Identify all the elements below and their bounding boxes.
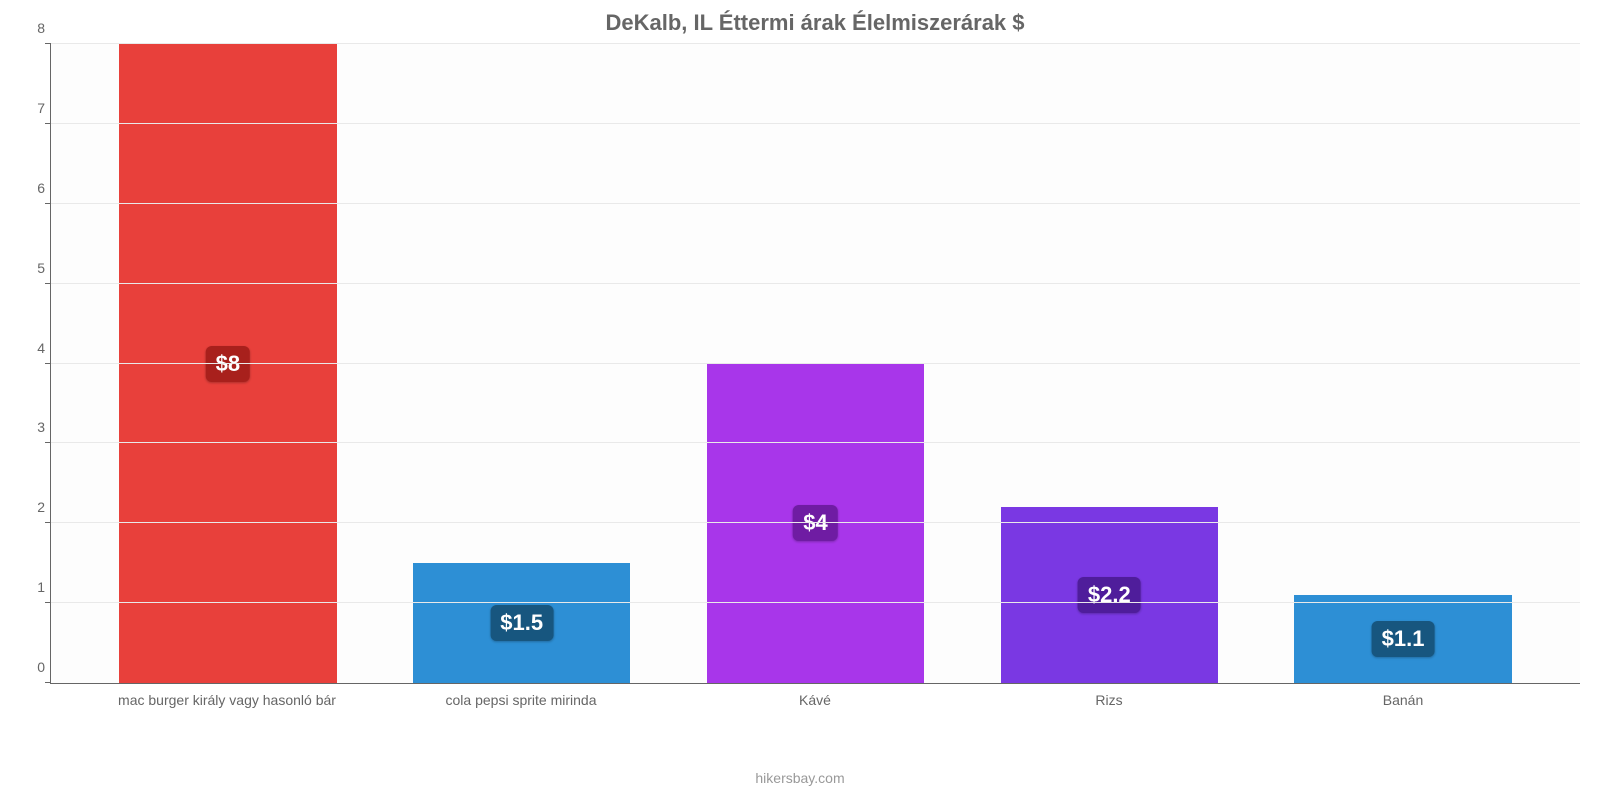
grid-line xyxy=(51,283,1580,284)
y-tick-mark xyxy=(45,682,51,683)
price-bar-chart: DeKalb, IL Éttermi árak Élelmiszerárak $… xyxy=(0,0,1600,800)
x-axis-label: Kávé xyxy=(668,692,962,708)
bar-value-label: $1.1 xyxy=(1372,621,1435,657)
bar: $8 xyxy=(119,44,336,683)
y-tick-label: 3 xyxy=(17,419,45,435)
bar: $4 xyxy=(707,364,924,684)
bar-value-label: $8 xyxy=(206,346,250,382)
bar: $1.1 xyxy=(1294,595,1511,683)
bar-value-label: $2.2 xyxy=(1078,577,1141,613)
y-tick-mark xyxy=(45,602,51,603)
bar: $1.5 xyxy=(413,563,630,683)
bar-slot: $2.2 xyxy=(962,44,1256,683)
y-tick-label: 7 xyxy=(17,100,45,116)
y-tick-label: 0 xyxy=(17,659,45,675)
y-tick-mark xyxy=(45,123,51,124)
bar-slot: $1.5 xyxy=(375,44,669,683)
bar-slot: $8 xyxy=(81,44,375,683)
y-tick-label: 8 xyxy=(17,20,45,36)
y-tick-label: 5 xyxy=(17,260,45,276)
x-axis-labels: mac burger király vagy hasonló bárcola p… xyxy=(50,684,1580,708)
x-axis-label: cola pepsi sprite mirinda xyxy=(374,692,668,708)
x-axis-label: Rizs xyxy=(962,692,1256,708)
plot-area: $8$1.5$4$2.2$1.1 012345678 xyxy=(50,44,1580,684)
bar-slot: $4 xyxy=(669,44,963,683)
grid-line xyxy=(51,123,1580,124)
y-tick-mark xyxy=(45,283,51,284)
y-tick-label: 1 xyxy=(17,579,45,595)
chart-caption: hikersbay.com xyxy=(0,770,1600,786)
grid-line xyxy=(51,203,1580,204)
x-axis-label: mac burger király vagy hasonló bár xyxy=(80,692,374,708)
grid-line xyxy=(51,363,1580,364)
y-tick-mark xyxy=(45,43,51,44)
grid-line xyxy=(51,522,1580,523)
y-tick-label: 4 xyxy=(17,340,45,356)
chart-title: DeKalb, IL Éttermi árak Élelmiszerárak $ xyxy=(50,10,1580,36)
y-tick-mark xyxy=(45,363,51,364)
bar-value-label: $4 xyxy=(793,505,837,541)
y-tick-label: 6 xyxy=(17,180,45,196)
grid-line xyxy=(51,442,1580,443)
bar-slot: $1.1 xyxy=(1256,44,1550,683)
y-tick-mark xyxy=(45,203,51,204)
y-tick-label: 2 xyxy=(17,499,45,515)
grid-line xyxy=(51,602,1580,603)
bars-container: $8 $1.5 $4 $2.2 $1.1 xyxy=(51,44,1580,683)
x-axis-label: Banán xyxy=(1256,692,1550,708)
bar-value-label: $1.5 xyxy=(490,605,553,641)
y-tick-mark xyxy=(45,442,51,443)
bar: $2.2 xyxy=(1001,507,1218,683)
y-tick-mark xyxy=(45,522,51,523)
grid-line xyxy=(51,43,1580,44)
